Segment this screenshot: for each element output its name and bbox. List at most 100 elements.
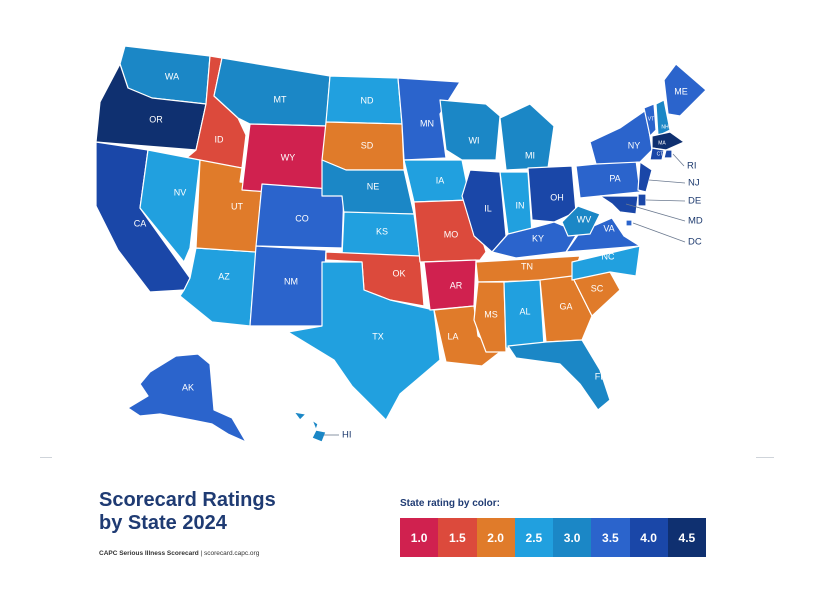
state-ny (589, 109, 653, 165)
state-ms (473, 281, 507, 353)
state-nv (139, 149, 201, 263)
state-label-al: AL (519, 306, 530, 316)
state-label-wi: WI (469, 135, 480, 145)
state-oh (527, 165, 577, 223)
callout-line-de (645, 199, 686, 202)
state-label-tn: TN (521, 261, 533, 271)
state-pa (575, 159, 641, 199)
state-label-nh: NH (661, 124, 669, 130)
callout-line-ri (672, 153, 685, 167)
state-label-ak: AK (182, 382, 194, 392)
rating-legend: 1.0 1.5 2.0 2.5 3.0 3.5 4.0 4.5 (400, 518, 706, 557)
state-label-ut: UT (231, 201, 243, 211)
page-title: Scorecard Ratings by State 2024 (99, 489, 359, 535)
state-ga (539, 275, 593, 343)
state-label-ri: RI (687, 161, 697, 172)
state-wi (439, 99, 501, 161)
state-label-ia: IA (436, 175, 445, 185)
state-label-dc: DC (688, 237, 702, 248)
state-md (599, 195, 639, 215)
state-label-id: ID (215, 134, 225, 144)
state-dc (625, 219, 633, 227)
state-ri (663, 149, 673, 159)
state-label-ma: MA (658, 140, 666, 146)
state-label-wv: WV (577, 214, 592, 224)
state-mn (397, 77, 461, 161)
legend-swatch-3-5: 3.5 (591, 518, 630, 557)
source-name: CAPC Serious Illness Scorecard (99, 550, 199, 557)
state-label-la: LA (447, 331, 458, 341)
legend-swatch-2-5: 2.5 (514, 518, 553, 557)
state-hi (293, 411, 327, 443)
state-label-oh: OH (550, 192, 564, 202)
state-label-or: OR (149, 114, 163, 124)
state-label-nv: NV (174, 187, 187, 197)
state-nc (571, 245, 641, 281)
state-label-ms: MS (484, 309, 498, 319)
state-label-ct: CT (657, 151, 664, 157)
state-label-ok: OK (392, 268, 405, 278)
state-label-mn: MN (420, 118, 434, 128)
legend-swatch-4-5: 4.5 (667, 518, 706, 557)
state-ma (651, 131, 685, 151)
state-label-nm: NM (284, 276, 298, 286)
state-label-in: IN (516, 200, 525, 210)
us-states-map: WA OR CA ID NV AZ UT MT WY CO NM ND SD NE KS OK TX MN IA MO… (95, 45, 707, 443)
state-label-ne: NE (367, 181, 380, 191)
right-divider (756, 457, 774, 458)
legend-heading: State rating by color: (400, 498, 501, 509)
state-mi (499, 103, 555, 171)
state-label-ar: AR (450, 280, 463, 290)
state-label-wa: WA (165, 71, 179, 81)
state-wv (561, 205, 601, 237)
callout-line-md (625, 203, 686, 222)
state-label-ca: CA (134, 218, 147, 228)
state-fl (507, 339, 611, 411)
state-label-az: AZ (218, 271, 230, 281)
state-label-sc: SC (591, 283, 604, 293)
state-label-pa: PA (609, 173, 620, 183)
source-separator: | (198, 550, 205, 557)
state-label-wy: WY (281, 152, 296, 162)
state-nh (655, 99, 671, 137)
state-nj (637, 161, 653, 193)
state-label-va: VA (603, 223, 614, 233)
state-label-fl: FL (595, 371, 606, 381)
legend-swatch-1-0: 1.0 (400, 518, 439, 557)
callout-line-nj (648, 179, 686, 184)
state-ak (127, 353, 247, 443)
state-label-hi: HI (342, 430, 352, 441)
title-line-1: Scorecard Ratings (99, 489, 276, 511)
legend-swatch-4-0: 4.0 (629, 518, 668, 557)
state-label-ga: GA (559, 301, 572, 311)
source-note: CAPC Serious Illness Scorecard | scoreca… (99, 550, 259, 557)
state-ct (649, 147, 665, 161)
callout-line-dc (632, 222, 686, 243)
state-label-ks: KS (376, 226, 388, 236)
title-line-2: by State 2024 (99, 512, 227, 534)
state-label-il: IL (484, 203, 492, 213)
state-tx (287, 261, 441, 421)
legend-swatch-2-0: 2.0 (476, 518, 515, 557)
state-label-co: CO (295, 213, 309, 223)
state-label-me: ME (674, 86, 688, 96)
state-label-ky: KY (532, 233, 544, 243)
state-az (179, 247, 257, 327)
state-label-ny: NY (628, 140, 641, 150)
state-label-tx: TX (372, 331, 384, 341)
source-url: scorecard.capc.org (204, 550, 260, 557)
state-label-mi: MI (525, 150, 535, 160)
state-label-nj: NJ (688, 178, 700, 189)
state-label-mo: MO (444, 229, 459, 239)
state-me (663, 63, 707, 117)
state-label-nd: ND (361, 95, 374, 105)
state-label-de: DE (688, 196, 701, 207)
legend-swatch-1-5: 1.5 (438, 518, 477, 557)
state-vt (643, 103, 657, 137)
left-divider (40, 457, 52, 458)
state-label-vt: VT (648, 116, 654, 122)
state-label-sd: SD (361, 140, 374, 150)
state-label-md: MD (688, 216, 703, 227)
state-label-mt: MT (274, 94, 287, 104)
state-label-nc: NC (602, 251, 615, 261)
